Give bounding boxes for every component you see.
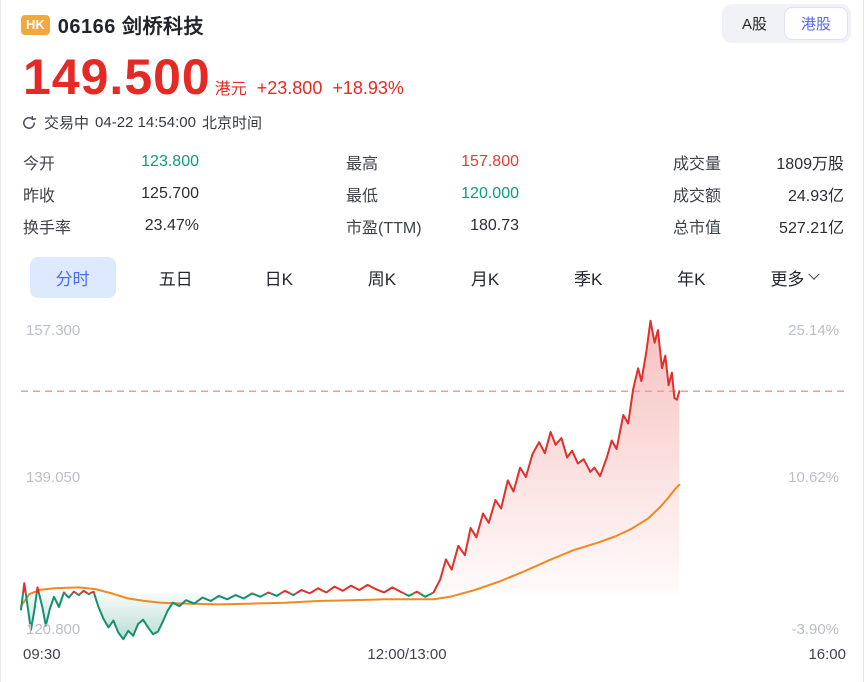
market-switcher: A股 港股: [721, 4, 851, 43]
tab-hk-shares[interactable]: 港股: [783, 7, 848, 40]
market-hk-badge: HK: [21, 14, 50, 35]
currency-label: 港元: [214, 81, 247, 98]
price-change-pct: +18.93%: [332, 78, 404, 98]
stat-pe-ttm: 市盈(TTM) 180.73: [346, 217, 519, 237]
x-tick-close: 16:00: [808, 646, 846, 663]
tab-more[interactable]: 更多: [743, 265, 846, 290]
tab-a-shares[interactable]: A股: [741, 16, 767, 33]
quote-timezone: 北京时间: [201, 115, 262, 132]
stat-amount: 成交额 24.93亿: [673, 188, 844, 205]
y-axis-pct-mid: 10.62%: [788, 469, 839, 486]
stat-open: 今开 123.800: [23, 153, 199, 173]
y-axis-label-mid: 139.050: [26, 469, 81, 486]
stat-market-cap: 总市值 527.21亿: [673, 220, 844, 237]
tab-quarterly-k[interactable]: 季K: [574, 269, 603, 289]
price-row: 149.500 港元 +23.800 +18.93%: [23, 48, 404, 106]
stat-high: 最高 157.800: [346, 153, 519, 173]
refresh-icon[interactable]: [21, 115, 37, 131]
stats-column-3: 成交量 1809万股 成交额 24.93亿 总市值 527.21亿: [673, 146, 844, 242]
tab-yearly-k[interactable]: 年K: [677, 269, 706, 289]
price-change: +23.800: [256, 78, 323, 98]
tab-monthly-k[interactable]: 月K: [470, 269, 500, 289]
x-tick-noon: 12:00/13:00: [367, 646, 447, 663]
tab-weekly-k[interactable]: 周K: [367, 269, 397, 289]
y-axis-pct-high: 25.14%: [788, 322, 839, 339]
tab-5day[interactable]: 五日: [158, 269, 193, 289]
stats-column-1: 今开 123.800 昨收 125.700 换手率 23.47%: [23, 146, 199, 242]
current-price: 149.500: [23, 49, 211, 105]
status-row: 交易中 04-22 14:54:00 北京时间: [21, 112, 268, 133]
stat-turnover-rate: 换手率 23.47%: [23, 217, 199, 237]
tab-intraday[interactable]: 分时: [21, 256, 124, 298]
quote-datetime: 04-22 14:54:00: [95, 114, 196, 131]
stat-low: 最低 120.000: [346, 185, 519, 205]
period-tab-bar: 分时 五日 日K 周K 月K 季K 年K 更多: [21, 255, 846, 299]
trading-status: 交易中: [44, 115, 90, 132]
tab-daily-k[interactable]: 日K: [264, 269, 293, 289]
x-tick-open: 09:30: [23, 646, 61, 663]
header-title-row: HK 06166 剑桥科技: [21, 10, 204, 39]
stock-title: 06166 剑桥科技: [57, 16, 204, 38]
stats-column-2: 最高 157.800 最低 120.000 市盈(TTM) 180.73: [346, 146, 519, 242]
stat-prev-close: 昨收 125.700: [23, 185, 199, 205]
stat-volume: 成交量 1809万股: [673, 156, 844, 173]
y-axis-label-high: 157.300: [26, 322, 81, 339]
y-axis-pct-low: -3.90%: [791, 621, 839, 638]
y-axis-label-low: 120.800: [26, 621, 81, 638]
